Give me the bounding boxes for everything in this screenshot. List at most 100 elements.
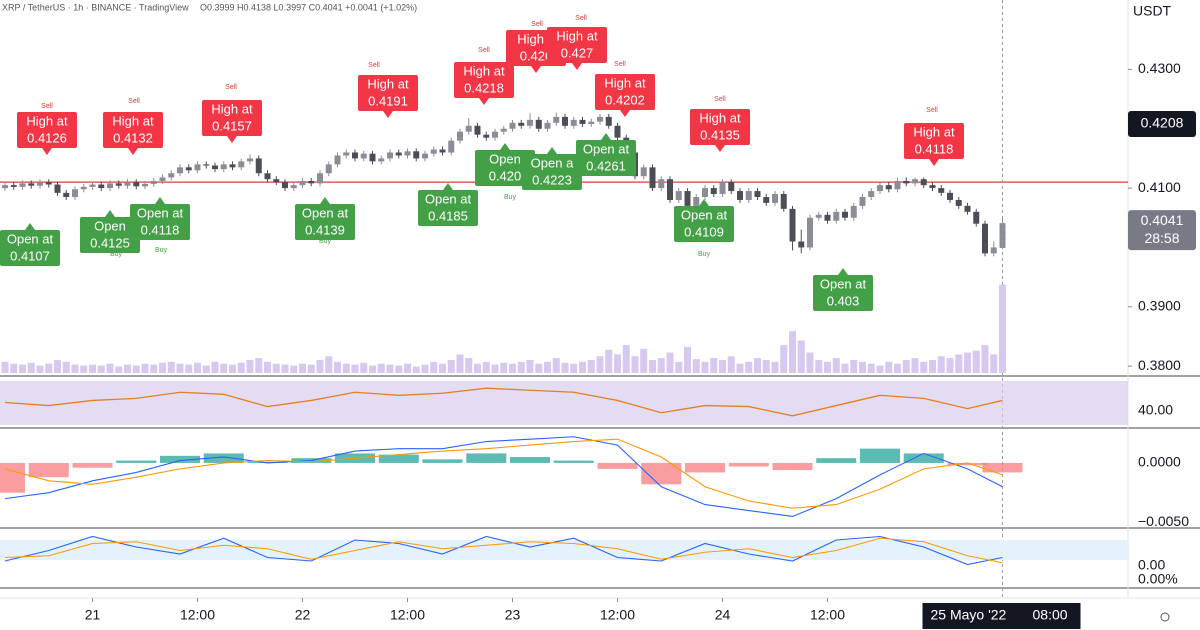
- buy-signal: Buy: [319, 238, 332, 245]
- candle-body: [387, 152, 393, 159]
- open-label-text: 0.4223: [532, 172, 572, 187]
- candle-body: [535, 119, 542, 129]
- open-label-pointer: [699, 199, 709, 206]
- candle-body: [177, 167, 183, 174]
- volume-bar: [631, 356, 639, 373]
- macd-histogram: [466, 453, 507, 463]
- high-label-text: High a: [517, 31, 555, 46]
- volume-bar: [97, 365, 105, 373]
- volume-bar: [587, 359, 595, 373]
- candle-body: [833, 211, 840, 221]
- candle-body: [527, 119, 533, 126]
- volume-bar: [894, 363, 901, 373]
- settings-icon[interactable]: [1160, 612, 1170, 622]
- macd-histogram: [982, 462, 1023, 473]
- candle-body: [597, 116, 603, 122]
- volume-bar: [972, 350, 980, 373]
- candle-body: [754, 191, 761, 197]
- high-label-text: 0.4118: [915, 141, 954, 156]
- open-label-box: [418, 190, 478, 226]
- volume-bar: [859, 361, 866, 373]
- candle-body: [299, 180, 306, 186]
- volume-bar: [71, 364, 79, 373]
- macd-histogram: [641, 462, 682, 485]
- high-label-box: [202, 100, 262, 136]
- volume-bar: [832, 358, 840, 373]
- candle-body: [194, 164, 201, 171]
- volume-bar: [517, 361, 525, 373]
- candle-body: [885, 185, 892, 190]
- volume-bar: [1, 361, 9, 373]
- open-label-text: 0.4107: [10, 248, 50, 263]
- candle-body: [185, 167, 192, 171]
- volume-bar: [824, 361, 831, 373]
- candle-body: [684, 191, 691, 206]
- macd-histogram: [160, 455, 200, 463]
- candle-body: [10, 185, 17, 187]
- candle-body: [868, 191, 875, 197]
- volume-bar: [981, 345, 989, 373]
- open-label-text: 0.4125: [90, 235, 130, 250]
- candle-body: [317, 173, 323, 184]
- candle-body: [553, 116, 560, 123]
- currency-label: USDT: [1133, 3, 1172, 19]
- volume-bar: [535, 363, 543, 373]
- volume-bar: [447, 359, 455, 373]
- sell-signal: Sell: [714, 96, 726, 103]
- open-label-text: 0.420: [489, 168, 522, 183]
- high-label-box: [358, 75, 418, 111]
- volume-bar: [421, 364, 429, 373]
- candle-body: [439, 149, 446, 153]
- high-label-text: High at: [913, 124, 955, 139]
- volume-bar: [159, 362, 166, 373]
- y-tick-label: 0.4100: [1138, 179, 1181, 195]
- macd-histogram: [860, 448, 900, 463]
- open-label-text: Open at: [681, 207, 728, 222]
- volume-bar: [666, 352, 674, 373]
- volume-bar: [351, 364, 359, 373]
- candle-body: [343, 152, 350, 156]
- candle-body: [710, 188, 717, 195]
- open-label-text: Open a: [531, 155, 574, 170]
- candle-body: [352, 152, 358, 159]
- high-label-box: [454, 62, 514, 98]
- candle-body: [290, 185, 297, 189]
- y-tick-label: 0.3900: [1138, 297, 1181, 313]
- open-label-text: 0.4118: [141, 222, 180, 237]
- candle-body: [772, 194, 778, 203]
- candle-body: [964, 205, 971, 212]
- high-label-box: [904, 123, 964, 159]
- open-label-box: [0, 230, 60, 266]
- candle-body: [982, 223, 988, 254]
- high-label-pointer: [929, 159, 939, 166]
- candle-body: [955, 199, 962, 206]
- candle-body: [142, 183, 148, 187]
- candle-body: [815, 214, 822, 218]
- volume-bar: [990, 354, 998, 373]
- volume-bar: [876, 365, 884, 373]
- candle-body: [37, 182, 43, 186]
- macd-histogram: [378, 454, 419, 463]
- x-tick-label: 12:00: [180, 607, 215, 623]
- high-label-text: 0.426: [520, 48, 553, 63]
- volume-bar: [45, 363, 53, 373]
- volume-bar: [465, 358, 473, 373]
- volume-bar: [124, 364, 131, 373]
- open-label-pointer: [25, 223, 35, 230]
- high-label-box: [547, 27, 607, 63]
- candle-body: [990, 247, 997, 254]
- signal-line: [4, 438, 1003, 509]
- candle-body: [255, 158, 262, 174]
- crosshair-time: 08:00: [1033, 607, 1068, 623]
- volume-bar: [220, 363, 228, 373]
- volume-bar: [544, 361, 551, 373]
- crosshair-date: 25 Mayo '22: [931, 607, 1007, 623]
- open-label-box: [130, 204, 190, 240]
- candle-body: [719, 182, 726, 195]
- last-price-box: [1128, 210, 1196, 251]
- candle-body: [903, 180, 910, 184]
- volume-bar: [27, 362, 35, 373]
- candle-body: [378, 158, 385, 162]
- open-label-text: Open at: [583, 141, 630, 156]
